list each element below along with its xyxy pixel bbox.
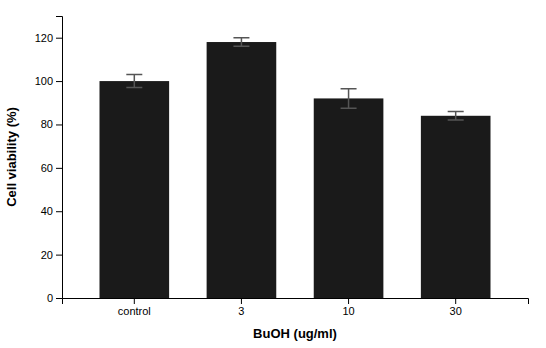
tick-mark bbox=[56, 211, 62, 212]
tick-mark bbox=[56, 38, 62, 39]
tick: 10 bbox=[342, 298, 354, 317]
tick-label: 80 bbox=[41, 118, 53, 130]
tick: 30 bbox=[450, 298, 462, 317]
tick-mark bbox=[56, 81, 62, 82]
tick-label: 30 bbox=[450, 305, 462, 317]
axis-line bbox=[56, 17, 63, 299]
tick: 20 bbox=[41, 249, 62, 261]
tick-label: 20 bbox=[41, 249, 53, 261]
error-bar bbox=[233, 38, 249, 47]
tick-label: 3 bbox=[238, 305, 244, 317]
x-axis: control 3 10 30 bbox=[63, 298, 529, 317]
tick-label: 100 bbox=[35, 75, 53, 87]
tick-mark bbox=[56, 298, 62, 299]
error-bar bbox=[448, 111, 464, 120]
tick-label: 120 bbox=[35, 32, 53, 44]
tick-mark bbox=[348, 298, 349, 304]
y-axis-title: Cell viability (%) bbox=[4, 107, 19, 207]
axis-line bbox=[63, 299, 529, 305]
tick-label: 10 bbox=[342, 305, 354, 317]
error-bar bbox=[126, 75, 142, 88]
tick: 100 bbox=[35, 75, 62, 87]
tick-label: control bbox=[118, 305, 151, 317]
bar bbox=[99, 81, 169, 298]
tick: 60 bbox=[41, 162, 62, 174]
tick: 3 bbox=[238, 298, 244, 317]
tick: 120 bbox=[35, 32, 62, 44]
bar bbox=[207, 42, 277, 298]
marks bbox=[99, 38, 490, 298]
tick-mark bbox=[56, 168, 62, 169]
tick-mark bbox=[56, 124, 62, 125]
tick: 80 bbox=[41, 118, 62, 130]
y-axis: 0 20 40 60 80 100 120 bbox=[35, 17, 63, 305]
tick: 0 bbox=[47, 292, 62, 304]
tick: 40 bbox=[41, 205, 62, 217]
tick-label: 60 bbox=[41, 162, 53, 174]
bar bbox=[314, 98, 384, 298]
tick-mark bbox=[134, 298, 135, 304]
tick-mark bbox=[241, 298, 242, 304]
tick-mark bbox=[56, 255, 62, 256]
tick-mark bbox=[455, 298, 456, 304]
chart: control 3 10 30 0 20 40 60 80 100 120 BuOH (ug/ml) C… bbox=[0, 0, 546, 348]
error-bar bbox=[341, 89, 357, 109]
tick-label: 40 bbox=[41, 205, 53, 217]
plot: control 3 10 30 0 20 40 60 80 100 120 bbox=[35, 17, 529, 317]
x-axis-title: BuOH (ug/ml) bbox=[253, 326, 337, 341]
tick-label: 0 bbox=[47, 292, 53, 304]
bar bbox=[421, 116, 491, 298]
tick: control bbox=[118, 298, 151, 317]
